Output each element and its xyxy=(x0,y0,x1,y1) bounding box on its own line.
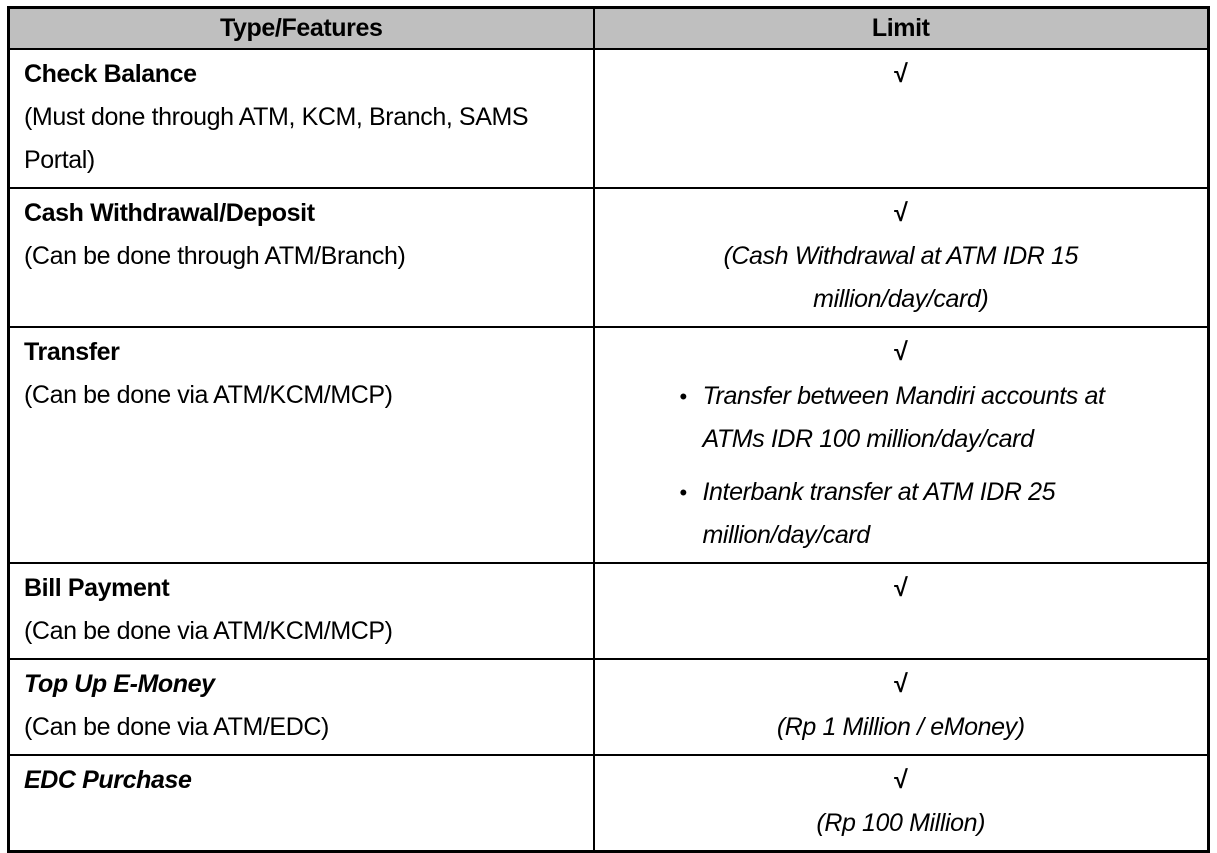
limit-cell-check-balance: √ xyxy=(592,47,1210,189)
limit-cell-cash-withdrawal: √ (Cash Withdrawal at ATM IDR 15 million… xyxy=(592,186,1210,328)
feature-cell-bill-payment: Bill Payment (Can be done via ATM/KCM/MC… xyxy=(7,561,595,660)
header-limit: Limit xyxy=(592,6,1210,50)
limit-bullet-text: Interbank transfer at ATM IDR 25 million… xyxy=(702,477,1056,549)
feature-cell-top-up-emoney: Top Up E-Money (Can be done via ATM/EDC) xyxy=(7,657,595,756)
table-header-row: Type/Features Limit xyxy=(7,6,1210,50)
feature-title: Check Balance xyxy=(24,59,197,88)
feature-title: Cash Withdrawal/Deposit xyxy=(24,198,315,227)
table-row-edc-purchase: EDC Purchase √ (Rp 100 Million) xyxy=(7,753,1210,852)
table-row-top-up-emoney: Top Up E-Money (Can be done via ATM/EDC)… xyxy=(7,657,1210,756)
bullet-icon: • xyxy=(679,383,688,409)
limit-bullet-item: • Transfer between Mandiri accounts at A… xyxy=(680,375,1160,461)
limit-note: (Rp 1 Million / eMoney) xyxy=(776,712,1025,741)
feature-note: (Must done through ATM, KCM, Branch, SAM… xyxy=(24,102,529,174)
feature-cell-edc-purchase: EDC Purchase xyxy=(7,753,595,852)
limit-note: (Cash Withdrawal at ATM IDR 15 million/d… xyxy=(723,241,1079,313)
limit-note: (Rp 100 Million) xyxy=(816,808,986,837)
table-row-check-balance: Check Balance (Must done through ATM, KC… xyxy=(7,47,1210,189)
features-limit-table: Type/Features Limit Check Balance (Must … xyxy=(7,6,1210,853)
feature-cell-check-balance: Check Balance (Must done through ATM, KC… xyxy=(7,47,595,189)
feature-title: Bill Payment xyxy=(24,573,170,602)
table-row-transfer: Transfer (Can be done via ATM/KCM/MCP) √… xyxy=(7,325,1210,564)
feature-title: EDC Purchase xyxy=(24,765,192,794)
header-type-features: Type/Features xyxy=(7,6,595,50)
limit-bullet-list: • Transfer between Mandiri accounts at A… xyxy=(680,375,1160,557)
check-mark-icon: √ xyxy=(894,573,908,602)
feature-cell-cash-withdrawal: Cash Withdrawal/Deposit (Can be done thr… xyxy=(7,186,595,328)
check-mark-icon: √ xyxy=(894,337,908,366)
bullet-icon: • xyxy=(679,479,688,505)
limit-cell-transfer: √ • Transfer between Mandiri accounts at… xyxy=(592,325,1210,564)
check-mark-icon: √ xyxy=(894,765,908,794)
limit-cell-bill-payment: √ xyxy=(592,561,1210,660)
limit-bullet-text: Transfer between Mandiri accounts at ATM… xyxy=(702,381,1105,453)
check-mark-icon: √ xyxy=(894,198,908,227)
limit-bullet-item: • Interbank transfer at ATM IDR 25 milli… xyxy=(680,471,1160,557)
feature-note: (Can be done through ATM/Branch) xyxy=(24,241,406,270)
feature-title: Top Up E-Money xyxy=(24,669,215,698)
feature-note: (Can be done via ATM/EDC) xyxy=(24,712,329,741)
limit-cell-edc-purchase: √ (Rp 100 Million) xyxy=(592,753,1210,852)
feature-title: Transfer xyxy=(24,337,120,366)
feature-note: (Can be done via ATM/KCM/MCP) xyxy=(24,616,393,645)
feature-cell-transfer: Transfer (Can be done via ATM/KCM/MCP) xyxy=(7,325,595,564)
check-mark-icon: √ xyxy=(894,59,908,88)
feature-note: (Can be done via ATM/KCM/MCP) xyxy=(24,380,393,409)
table-row-cash-withdrawal: Cash Withdrawal/Deposit (Can be done thr… xyxy=(7,186,1210,328)
limit-cell-top-up-emoney: √ (Rp 1 Million / eMoney) xyxy=(592,657,1210,756)
table-row-bill-payment: Bill Payment (Can be done via ATM/KCM/MC… xyxy=(7,561,1210,660)
document-page: Type/Features Limit Check Balance (Must … xyxy=(7,6,1210,853)
check-mark-icon: √ xyxy=(894,669,908,698)
